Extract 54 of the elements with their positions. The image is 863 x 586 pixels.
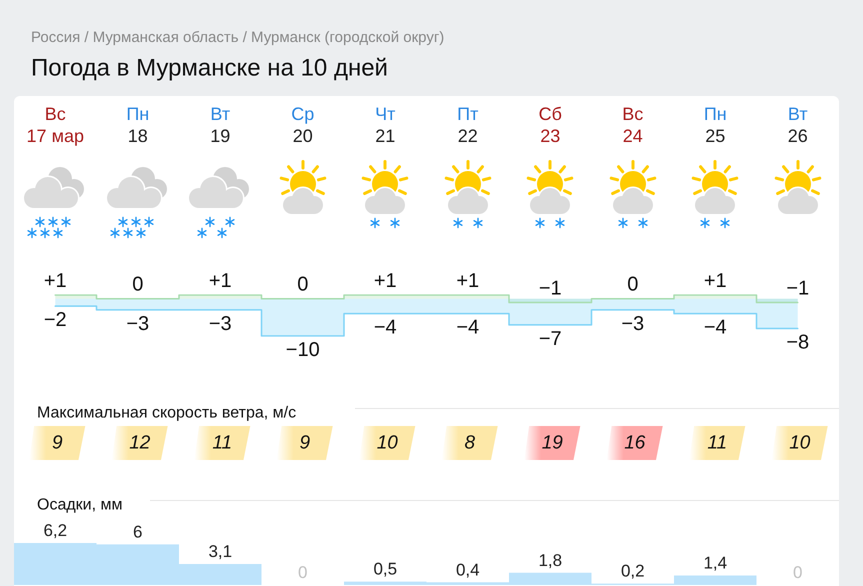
data-label: −1 [786,277,810,300]
chart-subtitle: Россия / Мурманская область / Мурманск (городской округ) [31,29,444,46]
x-tick-label: Пн 25 [704,104,727,146]
x-tick-label: Пт 22 [457,104,478,146]
data-label: 6,2 [43,521,68,540]
data-label: 0,4 [456,560,480,580]
data-label: 10 [376,432,398,454]
data-label: +1 [374,270,397,292]
data-label: −4 [374,316,397,339]
data-label: +1 [44,270,67,292]
data-label: 0 [627,274,638,296]
data-label: −7 [538,328,562,350]
data-label: −3 [126,312,150,335]
data-label: 1,4 [703,554,728,573]
data-label: 11 [707,432,728,454]
data-label: +1 [704,270,727,292]
chart-title: Осадки, мм [37,496,123,514]
data-label: 0 [297,274,308,296]
data-label: −3 [208,312,232,335]
data-label: −2 [44,309,67,332]
data-label: 6 [133,522,142,542]
data-label: 10 [789,432,811,454]
data-label: 0,5 [373,560,398,579]
data-label: −8 [786,332,810,354]
chart-title: Погода в Мурманске на 10 дней [31,54,388,82]
x-tick-label: Чт 21 [375,104,396,146]
x-tick-label: Вс 24 [622,104,644,146]
x-tick-label: Пн 18 [126,104,150,146]
x-tick-label: Сб 23 [538,104,562,146]
data-label: 0 [132,274,144,296]
data-label: 0,2 [620,562,645,581]
text: Максимальная скорость ветра, м/с [37,404,296,422]
data-label: 0 [793,563,802,582]
data-label: −10 [286,339,320,361]
data-label: −4 [456,316,480,339]
x-tick-label: Вт 26 [788,104,808,146]
data-label: −3 [621,312,644,335]
data-label: 8 [464,432,476,454]
data-label: 0 [298,563,308,582]
data-label: 11 [212,432,232,454]
data-label: 9 [299,432,310,454]
data-label: 3,1 [208,542,232,561]
data-label: +1 [456,270,480,292]
data-label: 19 [542,432,564,454]
data-label: 16 [624,432,646,454]
data-label: 9 [52,432,63,454]
x-tick-label: Ср 20 [291,104,314,146]
data-label: 12 [129,432,151,454]
x-tick-label: Вс 17 мар [26,104,84,146]
data-label: −4 [704,316,727,339]
data-label: −1 [538,277,562,300]
data-label: 1,8 [538,550,562,570]
data-label: +1 [208,270,232,292]
x-tick-label: Вт 19 [210,104,230,146]
